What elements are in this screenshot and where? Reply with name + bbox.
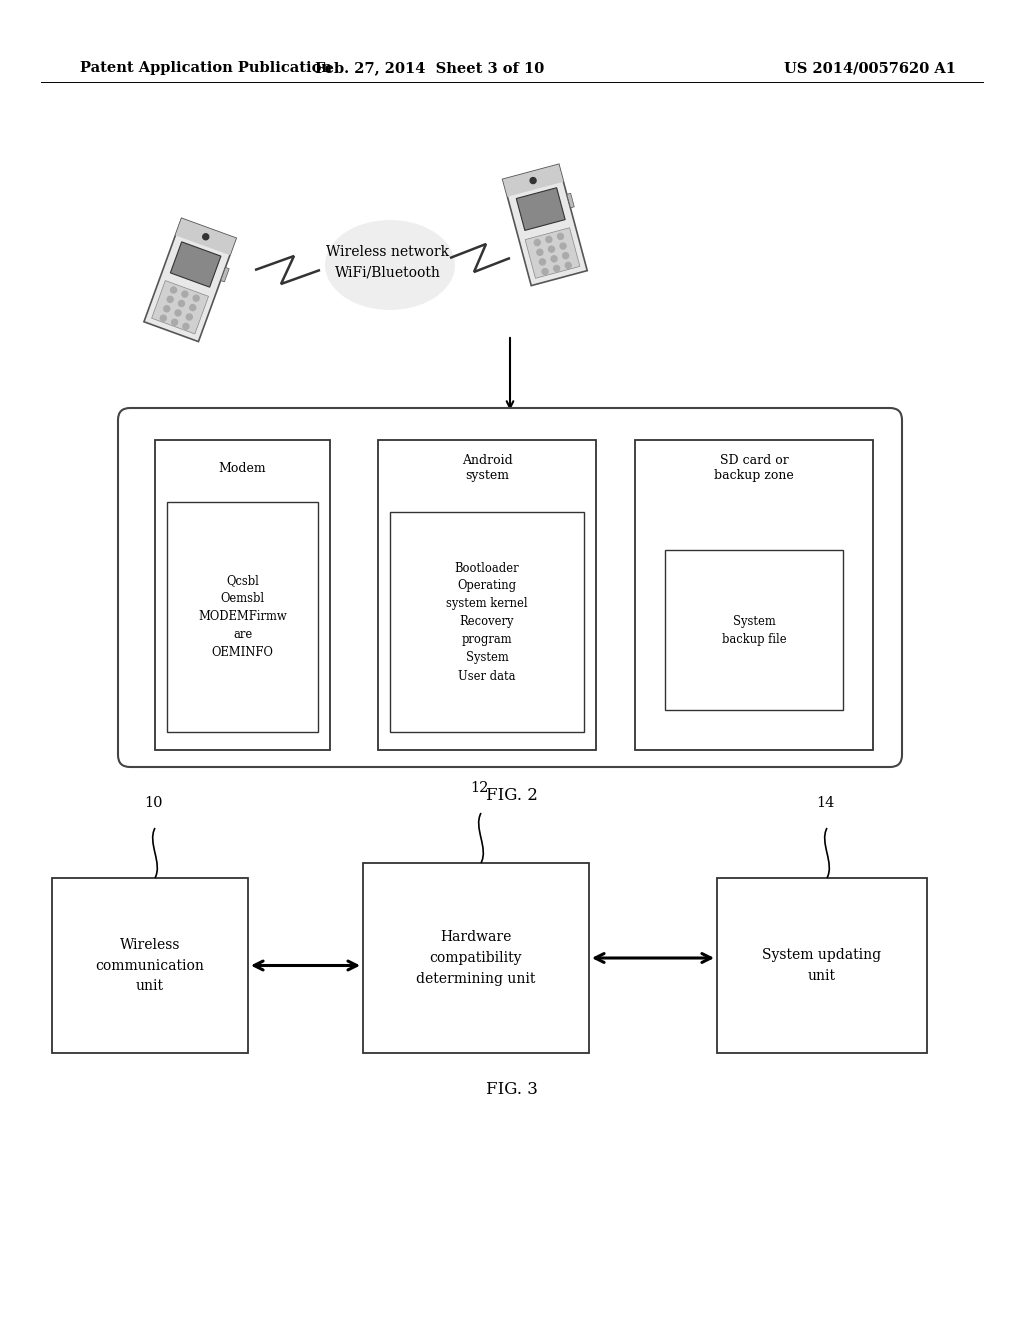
Bar (52, 878, 248, 1053)
Bar (155, 440, 330, 750)
Circle shape (549, 246, 554, 252)
Bar (167, 502, 318, 733)
Text: Bootloader
Operating
system kernel
Recovery
program
System
User data: Bootloader Operating system kernel Recov… (446, 561, 527, 682)
Bar (144, 218, 237, 342)
Bar (525, 228, 580, 279)
Ellipse shape (325, 220, 455, 310)
Circle shape (565, 263, 571, 268)
Circle shape (542, 268, 548, 275)
Circle shape (537, 249, 543, 255)
Bar (503, 165, 563, 197)
Circle shape (172, 319, 177, 325)
Text: Wireless network: Wireless network (327, 246, 450, 259)
Circle shape (540, 259, 546, 265)
Text: 14: 14 (816, 796, 835, 810)
Text: Modem: Modem (219, 462, 266, 474)
Bar (665, 550, 843, 710)
Bar (378, 440, 596, 750)
Circle shape (551, 256, 557, 261)
Circle shape (167, 297, 173, 302)
Text: System updating
unit: System updating unit (763, 948, 882, 983)
Bar (567, 193, 574, 207)
Text: 12: 12 (470, 781, 488, 795)
Bar (170, 242, 221, 288)
Bar (175, 218, 237, 255)
Circle shape (535, 240, 541, 246)
Text: Qcsbl
Oemsbl
MODEMFirmw
are
OEMINFO: Qcsbl Oemsbl MODEMFirmw are OEMINFO (198, 574, 287, 660)
Text: System
backup file: System backup file (722, 615, 786, 645)
Text: Android
system: Android system (462, 454, 512, 482)
Circle shape (182, 292, 187, 297)
Circle shape (560, 243, 566, 249)
Circle shape (194, 296, 199, 301)
Bar (152, 281, 209, 334)
Bar (220, 268, 229, 282)
Bar (362, 863, 589, 1053)
Bar (503, 165, 587, 285)
Text: FIG. 3: FIG. 3 (486, 1081, 538, 1098)
Circle shape (171, 286, 176, 293)
Text: Wireless
communication
unit: Wireless communication unit (95, 939, 205, 993)
Circle shape (557, 234, 563, 239)
Bar (635, 440, 873, 750)
Circle shape (175, 310, 181, 315)
Circle shape (183, 323, 188, 330)
Text: Feb. 27, 2014  Sheet 3 of 10: Feb. 27, 2014 Sheet 3 of 10 (315, 61, 545, 75)
Text: WiFi/Bluetooth: WiFi/Bluetooth (335, 265, 441, 279)
Text: Hardware
compatibility
determining unit: Hardware compatibility determining unit (417, 931, 536, 986)
Bar (390, 512, 584, 733)
Circle shape (161, 315, 166, 321)
Text: FIG. 2: FIG. 2 (486, 787, 538, 804)
Text: SD card or
backup zone: SD card or backup zone (714, 454, 794, 482)
Bar (717, 878, 927, 1053)
Circle shape (554, 265, 560, 272)
Circle shape (186, 314, 193, 319)
Circle shape (189, 305, 196, 310)
Text: US 2014/0057620 A1: US 2014/0057620 A1 (784, 61, 956, 75)
Text: 10: 10 (143, 796, 162, 810)
Circle shape (530, 178, 537, 183)
Circle shape (203, 234, 209, 240)
Circle shape (562, 252, 568, 259)
Circle shape (164, 306, 170, 312)
Circle shape (178, 301, 184, 306)
Circle shape (546, 236, 552, 243)
Text: Patent Application Publication: Patent Application Publication (80, 61, 332, 75)
Bar (516, 187, 565, 231)
